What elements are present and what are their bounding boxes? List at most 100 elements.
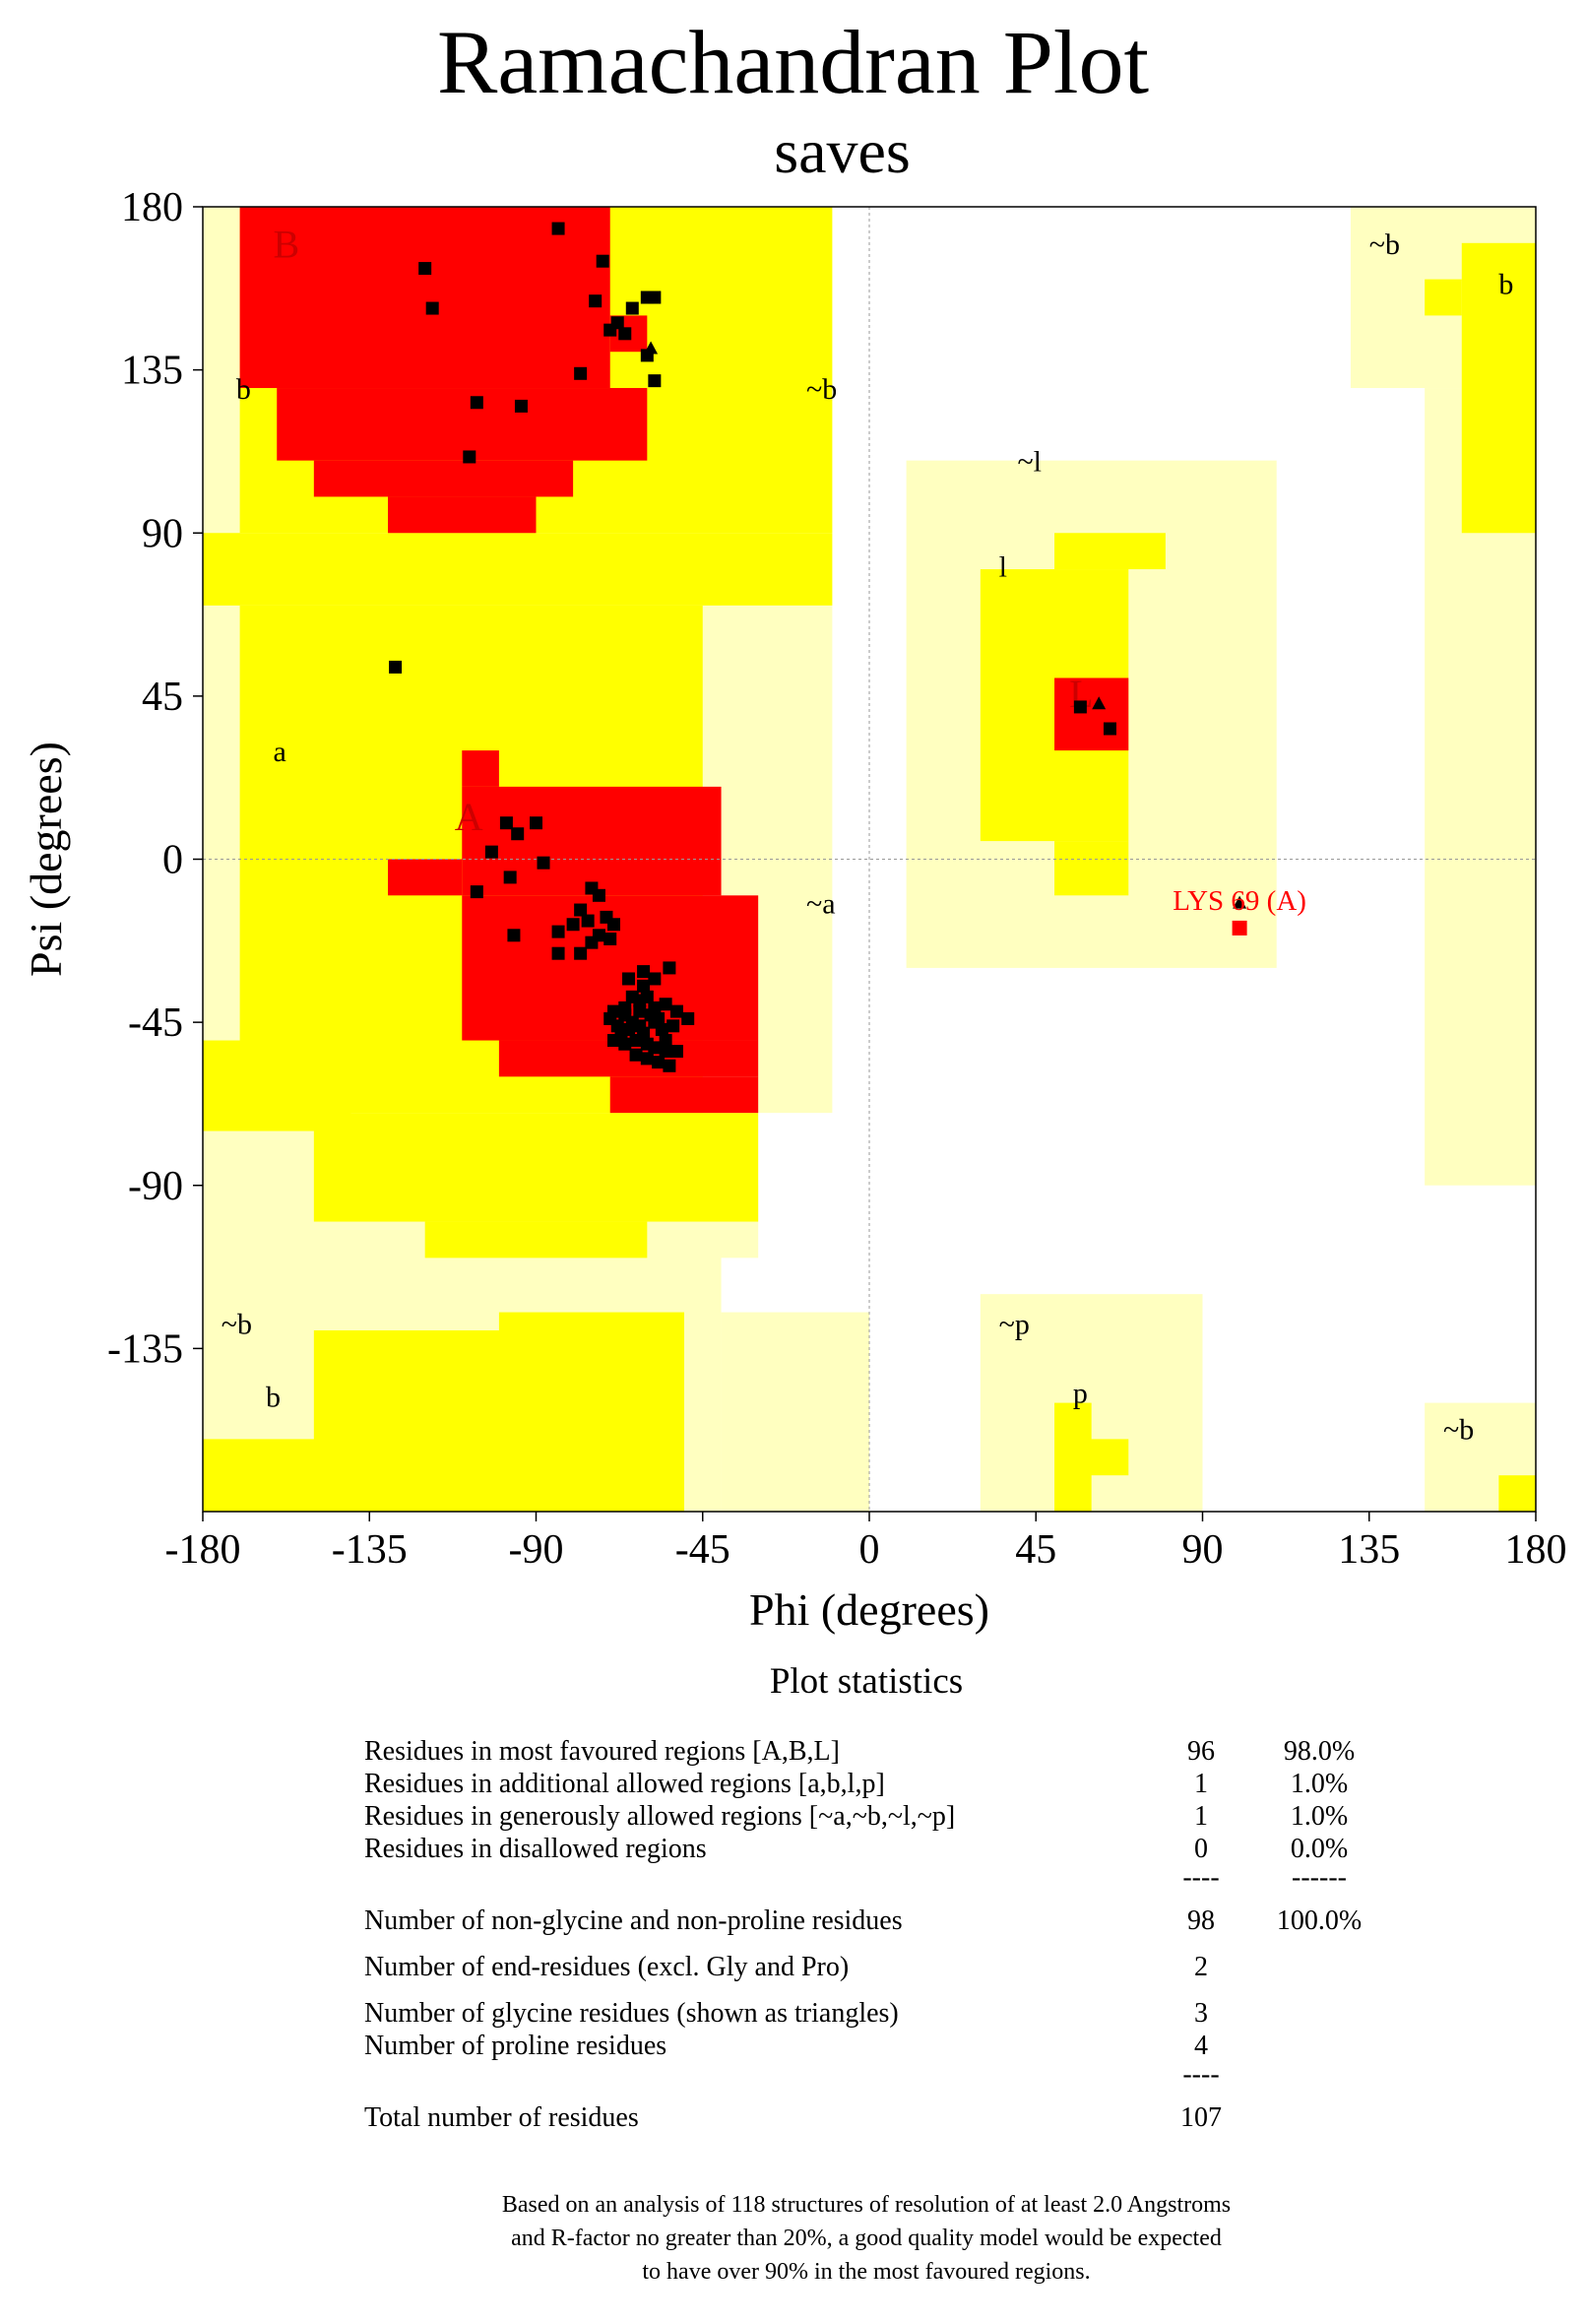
x-tick-label: -90: [509, 1527, 564, 1573]
stats-percent: 1.0%: [1290, 1801, 1349, 1832]
region-label: ~b: [1369, 228, 1400, 261]
additional-region: [424, 1221, 648, 1259]
residue-point: [589, 294, 603, 308]
x-tick-label: 45: [1015, 1527, 1056, 1573]
region-label: p: [1073, 1378, 1088, 1410]
stats-percent: 98.0%: [1283, 1736, 1356, 1767]
additional-region: [1498, 1475, 1536, 1512]
stats-label: Number of end-residues (excl. Gly and Pr…: [364, 1952, 850, 1982]
stats-label: Residues in generously allowed regions […: [364, 1801, 956, 1832]
axes: -180 -135 -90 -45 0 45 90 135 180 180 135 90 45 0 -45 -…: [21, 185, 1567, 1635]
x-tick-label: 135: [1338, 1527, 1400, 1573]
stats-count: 1: [1194, 1801, 1208, 1832]
residue-point: [663, 1059, 676, 1072]
glycine-triangle-point: [1233, 895, 1247, 909]
residue-point: [418, 262, 432, 276]
generous-region: [203, 1294, 351, 1330]
residue-point: [606, 918, 620, 932]
residue-point: [659, 1045, 672, 1059]
residue-point: [669, 1045, 683, 1059]
stats-label: Number of glycine residues (shown as tri…: [364, 1998, 899, 2029]
residue-point: [659, 998, 672, 1011]
stats-count: ----: [1182, 1862, 1220, 1893]
x-tick-label: 180: [1505, 1527, 1567, 1573]
y-tick-label: -90: [128, 1164, 183, 1209]
y-tick-label: 0: [162, 838, 183, 883]
stats-label: Residues in disallowed regions: [364, 1834, 707, 1864]
stats-row: Residues in disallowed regions 0 0.0%: [364, 1833, 1388, 1865]
residue-point: [618, 327, 632, 341]
stats-row: Number of non-glycine and non-proline re…: [364, 1891, 1388, 1937]
region-label: A: [455, 795, 483, 839]
chart-subtitle: saves: [774, 116, 911, 186]
residue-point: [652, 1011, 666, 1025]
stats-label: [364, 2062, 1152, 2088]
y-tick-label: -45: [128, 1001, 183, 1046]
residue-point: [618, 1037, 632, 1051]
stats-row: ---- ------: [364, 1862, 1388, 1893]
favoured-region: [277, 388, 648, 461]
stats-label: Number of proline residues: [364, 2031, 667, 2061]
residue-point: [585, 936, 599, 949]
y-tick-label: 45: [142, 675, 183, 720]
region-label: a: [273, 736, 285, 768]
footnote: Based on an analysis of 118 structures o…: [0, 2188, 1586, 2289]
x-tick-label: -135: [332, 1527, 408, 1573]
residue-point: [681, 1011, 695, 1025]
additional-region: [203, 533, 833, 606]
residue-point: [1073, 700, 1087, 714]
stats-percent: [1250, 2088, 1388, 2134]
stats-count: 96: [1187, 1736, 1215, 1767]
residue-point: [514, 399, 528, 413]
chart-title: Ramachandran Plot: [436, 12, 1150, 112]
region-label: ~p: [999, 1309, 1030, 1341]
residue-point: [652, 1056, 666, 1069]
region-label: ~b: [222, 1309, 252, 1341]
stats-percent: 0.0%: [1290, 1834, 1349, 1864]
region-label: B: [273, 223, 299, 267]
residue-point: [389, 660, 403, 674]
residue-point: [551, 925, 565, 938]
stats-percent: ------: [1292, 1862, 1347, 1893]
region-label: b: [236, 373, 251, 406]
residue-point: [622, 972, 636, 986]
glycine-triangle-point: [644, 341, 659, 355]
residue-point: [633, 994, 647, 1007]
residue-point: [648, 1041, 662, 1055]
residue-point: [503, 871, 517, 884]
y-tick-label: 180: [121, 185, 183, 230]
footnote-line: and R-factor no greater than 20%, a good…: [511, 2226, 1222, 2251]
residue-point: [537, 856, 550, 870]
additional-region: [1425, 279, 1462, 316]
residue-point: [663, 961, 676, 975]
residue-point: [637, 965, 651, 979]
x-tick-label: -45: [675, 1527, 730, 1573]
stats-label: Total number of residues: [364, 2102, 639, 2133]
additional-region: [1461, 242, 1536, 534]
stats-heading: Plot statistics: [769, 1661, 964, 1702]
residue-point: [574, 903, 588, 917]
residue-point: [637, 979, 651, 993]
stats-count: 1: [1194, 1769, 1208, 1799]
residue-point: [648, 972, 662, 986]
residue-point: [511, 827, 525, 841]
residue-point: [551, 222, 565, 235]
residue-point: [666, 1019, 680, 1033]
x-tick-label: 90: [1182, 1527, 1224, 1573]
residue-point: [655, 1022, 668, 1036]
additional-region: [1054, 841, 1129, 896]
residue-point: [470, 885, 483, 899]
residue-point: [637, 1026, 651, 1040]
residue-point: [425, 301, 439, 315]
favoured-region: [609, 1076, 759, 1114]
favoured-region: [462, 786, 722, 896]
y-axis-label: Psi (degrees): [21, 742, 71, 977]
favoured-region: [462, 750, 499, 787]
y-tick-label: 135: [121, 349, 183, 394]
stats-percent: 100.0%: [1276, 1905, 1363, 1936]
y-tick-label: 90: [142, 511, 183, 556]
favoured-region: [388, 496, 537, 534]
y-tick-label: -135: [107, 1326, 183, 1372]
stats-row: Residues in additional allowed regions […: [364, 1768, 1388, 1800]
additional-region: [498, 1312, 684, 1367]
